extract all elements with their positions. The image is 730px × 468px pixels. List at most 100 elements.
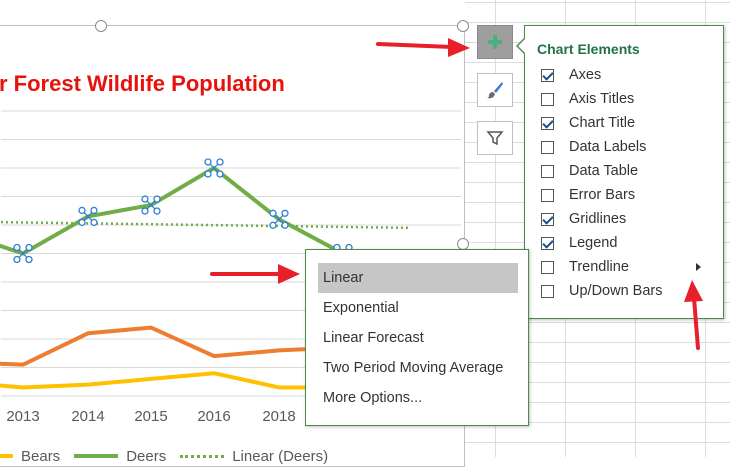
- chart-element-label: Data Table: [569, 163, 639, 179]
- marker-handle: [281, 209, 289, 217]
- plus-icon: [488, 35, 502, 49]
- trendline-linear-deers: [0, 220, 410, 230]
- marker-handle: [13, 255, 21, 264]
- chart-elements-button[interactable]: [477, 25, 513, 59]
- chart-element-label: Legend: [569, 235, 618, 251]
- chart-elements-list: Axes Axis Titles Chart Title Data Labels Dat…: [525, 63, 723, 303]
- marker-handle: [153, 195, 161, 203]
- trendline-option-two-period-moving-average[interactable]: Two Period Moving Average: [323, 360, 504, 376]
- x-axis-tick-label: 2013: [6, 408, 39, 425]
- x-axis-tick-label: 2018: [262, 408, 295, 425]
- trendline-option-linear-forecast[interactable]: Linear Forecast: [323, 330, 424, 346]
- x-axis-tick-label: 2015: [134, 408, 167, 425]
- legend-label-linear-deers: Linear (Deers): [232, 447, 329, 465]
- chart-element-legend[interactable]: Legend: [525, 231, 723, 255]
- chart-element-axes[interactable]: Axes: [525, 63, 723, 87]
- checkbox[interactable]: [541, 284, 554, 298]
- marker-handle: [216, 170, 224, 178]
- marker-handle: [25, 255, 33, 264]
- marker-cross: [146, 200, 156, 210]
- selected-point-marker[interactable]: [269, 209, 289, 229]
- trendline-submenu: Linear Exponential Linear Forecast Two Peri…: [305, 249, 529, 426]
- marker-handle: [269, 221, 277, 229]
- legend-label-bears: Bears: [21, 447, 61, 465]
- funnel-icon: [486, 131, 504, 146]
- paintbrush-icon: [487, 82, 503, 99]
- marker-handle: [141, 195, 149, 203]
- checkbox[interactable]: [541, 68, 554, 82]
- chart-element-up-down-bars[interactable]: Up/Down Bars: [525, 279, 723, 303]
- checkbox[interactable]: [541, 92, 554, 106]
- chart-element-data-labels[interactable]: Data Labels: [525, 135, 723, 159]
- selected-point-marker[interactable]: [141, 195, 161, 215]
- marker-handle: [281, 221, 289, 229]
- marker-handle: [141, 207, 149, 215]
- marker-handle: [216, 158, 224, 166]
- checkbox[interactable]: [541, 188, 554, 202]
- submenu-arrow-icon[interactable]: [696, 263, 701, 271]
- marker-handle: [90, 206, 98, 215]
- resize-handle-top-right[interactable]: [457, 20, 469, 32]
- marker-handle: [204, 158, 212, 166]
- selected-point-marker[interactable]: [78, 206, 98, 227]
- resize-handle-top-middle[interactable]: [95, 20, 107, 32]
- chart-element-chart-title[interactable]: Chart Title: [525, 111, 723, 135]
- marker-cross: [18, 249, 28, 258]
- marker-cross: [274, 214, 284, 224]
- chart-element-error-bars[interactable]: Error Bars: [525, 183, 723, 207]
- marker-handle: [78, 206, 86, 215]
- legend-item-linear-deers[interactable]: Linear (Deers): [180, 448, 328, 465]
- series-line-bears[interactable]: [0, 371, 343, 390]
- selected-point-marker[interactable]: [204, 158, 224, 178]
- chart-element-label: Up/Down Bars: [569, 283, 663, 299]
- plot-area: 2013 2014 2015 2016 2018: [0, 110, 461, 425]
- chart-element-label: Trendline: [569, 259, 629, 275]
- trendline-option-more-options[interactable]: More Options...: [323, 390, 423, 406]
- legend[interactable]: Bears Deers Linear (Deers): [0, 444, 328, 468]
- chart-elements-panel: Chart Elements Axes Axis Titles Chart Titl…: [516, 25, 724, 319]
- chart-filters-button[interactable]: [477, 121, 513, 155]
- marker-handle: [90, 218, 98, 227]
- chart-element-data-table[interactable]: Data Table: [525, 159, 723, 183]
- chart-element-axis-titles[interactable]: Axis Titles: [525, 87, 723, 111]
- legend-item-deers[interactable]: Deers: [74, 448, 166, 465]
- checkbox[interactable]: [541, 260, 554, 274]
- legend-swatch-bears: [0, 454, 13, 458]
- chart-title[interactable]: r Forest Wildlife Population: [0, 71, 285, 96]
- marker-handle: [13, 243, 21, 252]
- chart-styles-button[interactable]: [477, 73, 513, 107]
- legend-item-bears[interactable]: Bears: [0, 448, 60, 465]
- chart-element-gridlines[interactable]: Gridlines: [525, 207, 723, 231]
- chart-element-label: Chart Title: [569, 115, 636, 131]
- chart-elements-title: Chart Elements: [537, 41, 640, 57]
- trendline-option-linear[interactable]: Linear: [318, 263, 518, 293]
- checkbox[interactable]: [541, 116, 554, 130]
- checkbox[interactable]: [541, 212, 554, 226]
- checkbox[interactable]: [541, 140, 554, 154]
- marker-handle: [204, 170, 212, 178]
- legend-label-deers: Deers: [126, 447, 167, 465]
- chart-element-label: Error Bars: [569, 187, 636, 203]
- trendline-options-list: Linear Exponential Linear Forecast Two Peri…: [306, 250, 528, 413]
- selected-point-marker[interactable]: [13, 243, 33, 264]
- marker-handle: [269, 209, 277, 217]
- marker-handle: [153, 207, 161, 215]
- x-axis-tick-label: 2016: [197, 408, 230, 425]
- marker-handle: [25, 243, 33, 252]
- series-line-deers[interactable]: [0, 166, 344, 256]
- marker-handle: [78, 218, 86, 227]
- marker-cross: [83, 212, 93, 221]
- checkbox[interactable]: [541, 164, 554, 178]
- chart-element-label: Data Labels: [569, 139, 647, 155]
- chart-element-label: Axis Titles: [569, 91, 635, 107]
- series-line-series-2[interactable]: [0, 325, 344, 367]
- legend-swatch-deers: [74, 454, 119, 458]
- marker-cross: [209, 163, 219, 173]
- chart-element-label: Axes: [569, 67, 602, 83]
- checkbox[interactable]: [541, 236, 554, 250]
- chart-element-trendline[interactable]: Trendline: [525, 255, 723, 279]
- x-axis-tick-label: 2014: [71, 408, 104, 425]
- trendline-option-exponential[interactable]: Exponential: [323, 300, 399, 316]
- chart-element-label: Gridlines: [569, 211, 627, 227]
- legend-swatch-linear-deers: [180, 454, 225, 458]
